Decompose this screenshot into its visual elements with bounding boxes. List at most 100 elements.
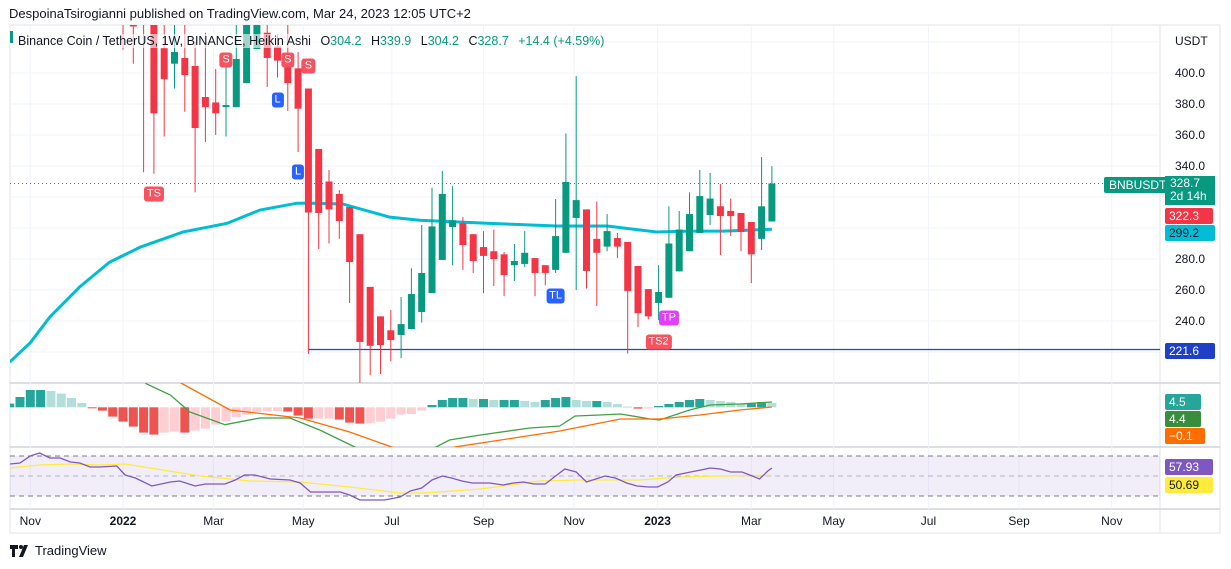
time-tick-label: 2023 (644, 514, 671, 528)
candle-body (716, 206, 724, 217)
macd-histogram-bar (293, 407, 303, 416)
macd-histogram-bar (46, 391, 56, 408)
macd-pane (10, 383, 777, 447)
macd-histogram-bar (108, 407, 118, 417)
macd-histogram-bar (468, 399, 478, 408)
time-tick-label: Sep (472, 514, 495, 528)
candle-body (274, 46, 281, 61)
macd-line-tag: 4.4 (1165, 411, 1201, 427)
candle-body (387, 330, 395, 341)
signal-marker[interactable]: S (301, 58, 316, 74)
macd-histogram-bar (612, 404, 622, 408)
macd-histogram-bar (674, 402, 684, 408)
macd-histogram-bar (643, 407, 653, 409)
time-tick-label: 2022 (109, 514, 137, 528)
macd-histogram-bar (417, 407, 427, 411)
price-tick-label: 400.0 (1175, 66, 1206, 80)
candle-body (696, 196, 704, 233)
signal-marker[interactable]: L (271, 92, 284, 108)
change-value: +14.4 (+4.59%) (518, 34, 605, 48)
candle-body (521, 252, 529, 264)
symbol-title[interactable]: Binance Coin / TetherUS, 1W, BINANCE, He… (18, 34, 311, 48)
macd-histogram-bar (180, 407, 190, 433)
candle-body (613, 238, 621, 247)
signal-marker[interactable]: TS2 (645, 334, 672, 350)
signal-marker[interactable]: TP (658, 310, 679, 326)
time-tick-label: Nov (19, 514, 41, 528)
macd-histogram-bar (149, 407, 159, 435)
chart-frame (9, 24, 1221, 534)
open-key: O (320, 34, 331, 48)
candle-body (335, 193, 343, 222)
legend-color-bar (10, 31, 13, 43)
macd-histogram-bar (303, 407, 313, 419)
candle-body (407, 294, 415, 330)
macd-histogram-bar (139, 407, 149, 433)
candle-body (294, 68, 302, 109)
candle-body (469, 234, 477, 262)
candle-body (686, 214, 693, 252)
candle-body (181, 57, 189, 76)
macd-histogram-bar (685, 400, 694, 408)
macd-histogram-bar (654, 406, 664, 408)
price-tick-label: 260.0 (1175, 283, 1206, 297)
macd-histogram-bar (705, 400, 715, 408)
macd-histogram-bar (746, 403, 756, 408)
tradingview-logo[interactable]: TradingView (10, 543, 107, 558)
macd-histogram-bar (406, 407, 416, 414)
signal-marker[interactable]: S (219, 52, 233, 68)
candle-body (428, 226, 436, 294)
macd-histogram-bar (355, 407, 365, 424)
signal-marker[interactable]: S (281, 52, 295, 68)
candle-body (531, 258, 539, 273)
candle-body (129, 25, 137, 27)
macd-histogram-bar (334, 407, 344, 420)
candle-body (418, 272, 426, 313)
price-tick-label: 340.0 (1175, 159, 1206, 173)
macd-histogram-bar (36, 390, 46, 408)
signal-marker[interactable]: TL (546, 288, 566, 304)
candle-body (572, 200, 580, 218)
price-pane (10, 25, 1160, 383)
macd-histogram-bar (283, 407, 293, 412)
signal-marker[interactable]: TS (143, 186, 164, 202)
candle-body (284, 52, 292, 84)
candle-body (222, 105, 230, 108)
macd-histogram-bar (427, 405, 437, 408)
ma-price-tag: 299.2 (1165, 225, 1215, 241)
rsi-pane (10, 452, 1160, 501)
macd-histogram-bar (345, 407, 355, 423)
macd-histogram-bar (170, 407, 179, 432)
macd-histogram-bar (437, 400, 447, 408)
candle-body (541, 265, 549, 273)
candle-body (758, 206, 766, 239)
candle-body (304, 88, 312, 213)
macd-histogram-bar (458, 398, 468, 408)
macd-histogram-bar (592, 401, 602, 408)
macd-histogram-bar (56, 393, 66, 408)
candle-body (201, 97, 209, 108)
macd-histogram-bar (736, 404, 746, 408)
macd-histogram-bar (509, 400, 519, 408)
time-tick-label: May (291, 514, 315, 528)
candle-body (356, 234, 364, 342)
high-key: H (370, 34, 380, 48)
macd-histogram-bar (365, 407, 375, 424)
signal-marker[interactable]: L (292, 164, 305, 180)
candle-body (449, 220, 457, 228)
candle-body (603, 231, 611, 247)
close-value: 328.7 (477, 34, 509, 48)
chart-legend: Binance Coin / TetherUS, 1W, BINANCE, He… (18, 34, 605, 48)
low-key: L (420, 34, 428, 48)
macd-line (144, 383, 772, 447)
price-tick-label: 360.0 (1175, 128, 1206, 142)
symbol-tag: BNBUSDT (1104, 177, 1172, 193)
time-tick-label: Nov (563, 514, 585, 528)
close-key: C (468, 34, 478, 48)
macd-histogram-bar (376, 407, 385, 422)
macd-histogram-bar (231, 407, 241, 417)
currency-label[interactable]: USDT (1175, 34, 1208, 48)
candle-body (377, 316, 384, 346)
macd-histogram-bar (695, 399, 705, 408)
